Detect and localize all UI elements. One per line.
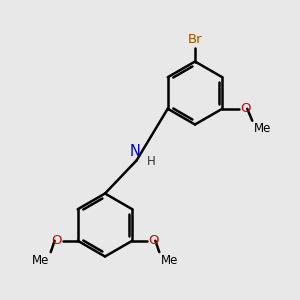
Text: Me: Me [32, 254, 49, 267]
Text: H: H [147, 155, 156, 169]
Text: Me: Me [161, 254, 178, 267]
Text: Me: Me [254, 122, 271, 135]
Text: O: O [148, 234, 159, 247]
Text: O: O [240, 102, 250, 115]
Text: O: O [51, 234, 62, 247]
Text: Br: Br [188, 33, 202, 46]
Text: N: N [130, 144, 140, 159]
